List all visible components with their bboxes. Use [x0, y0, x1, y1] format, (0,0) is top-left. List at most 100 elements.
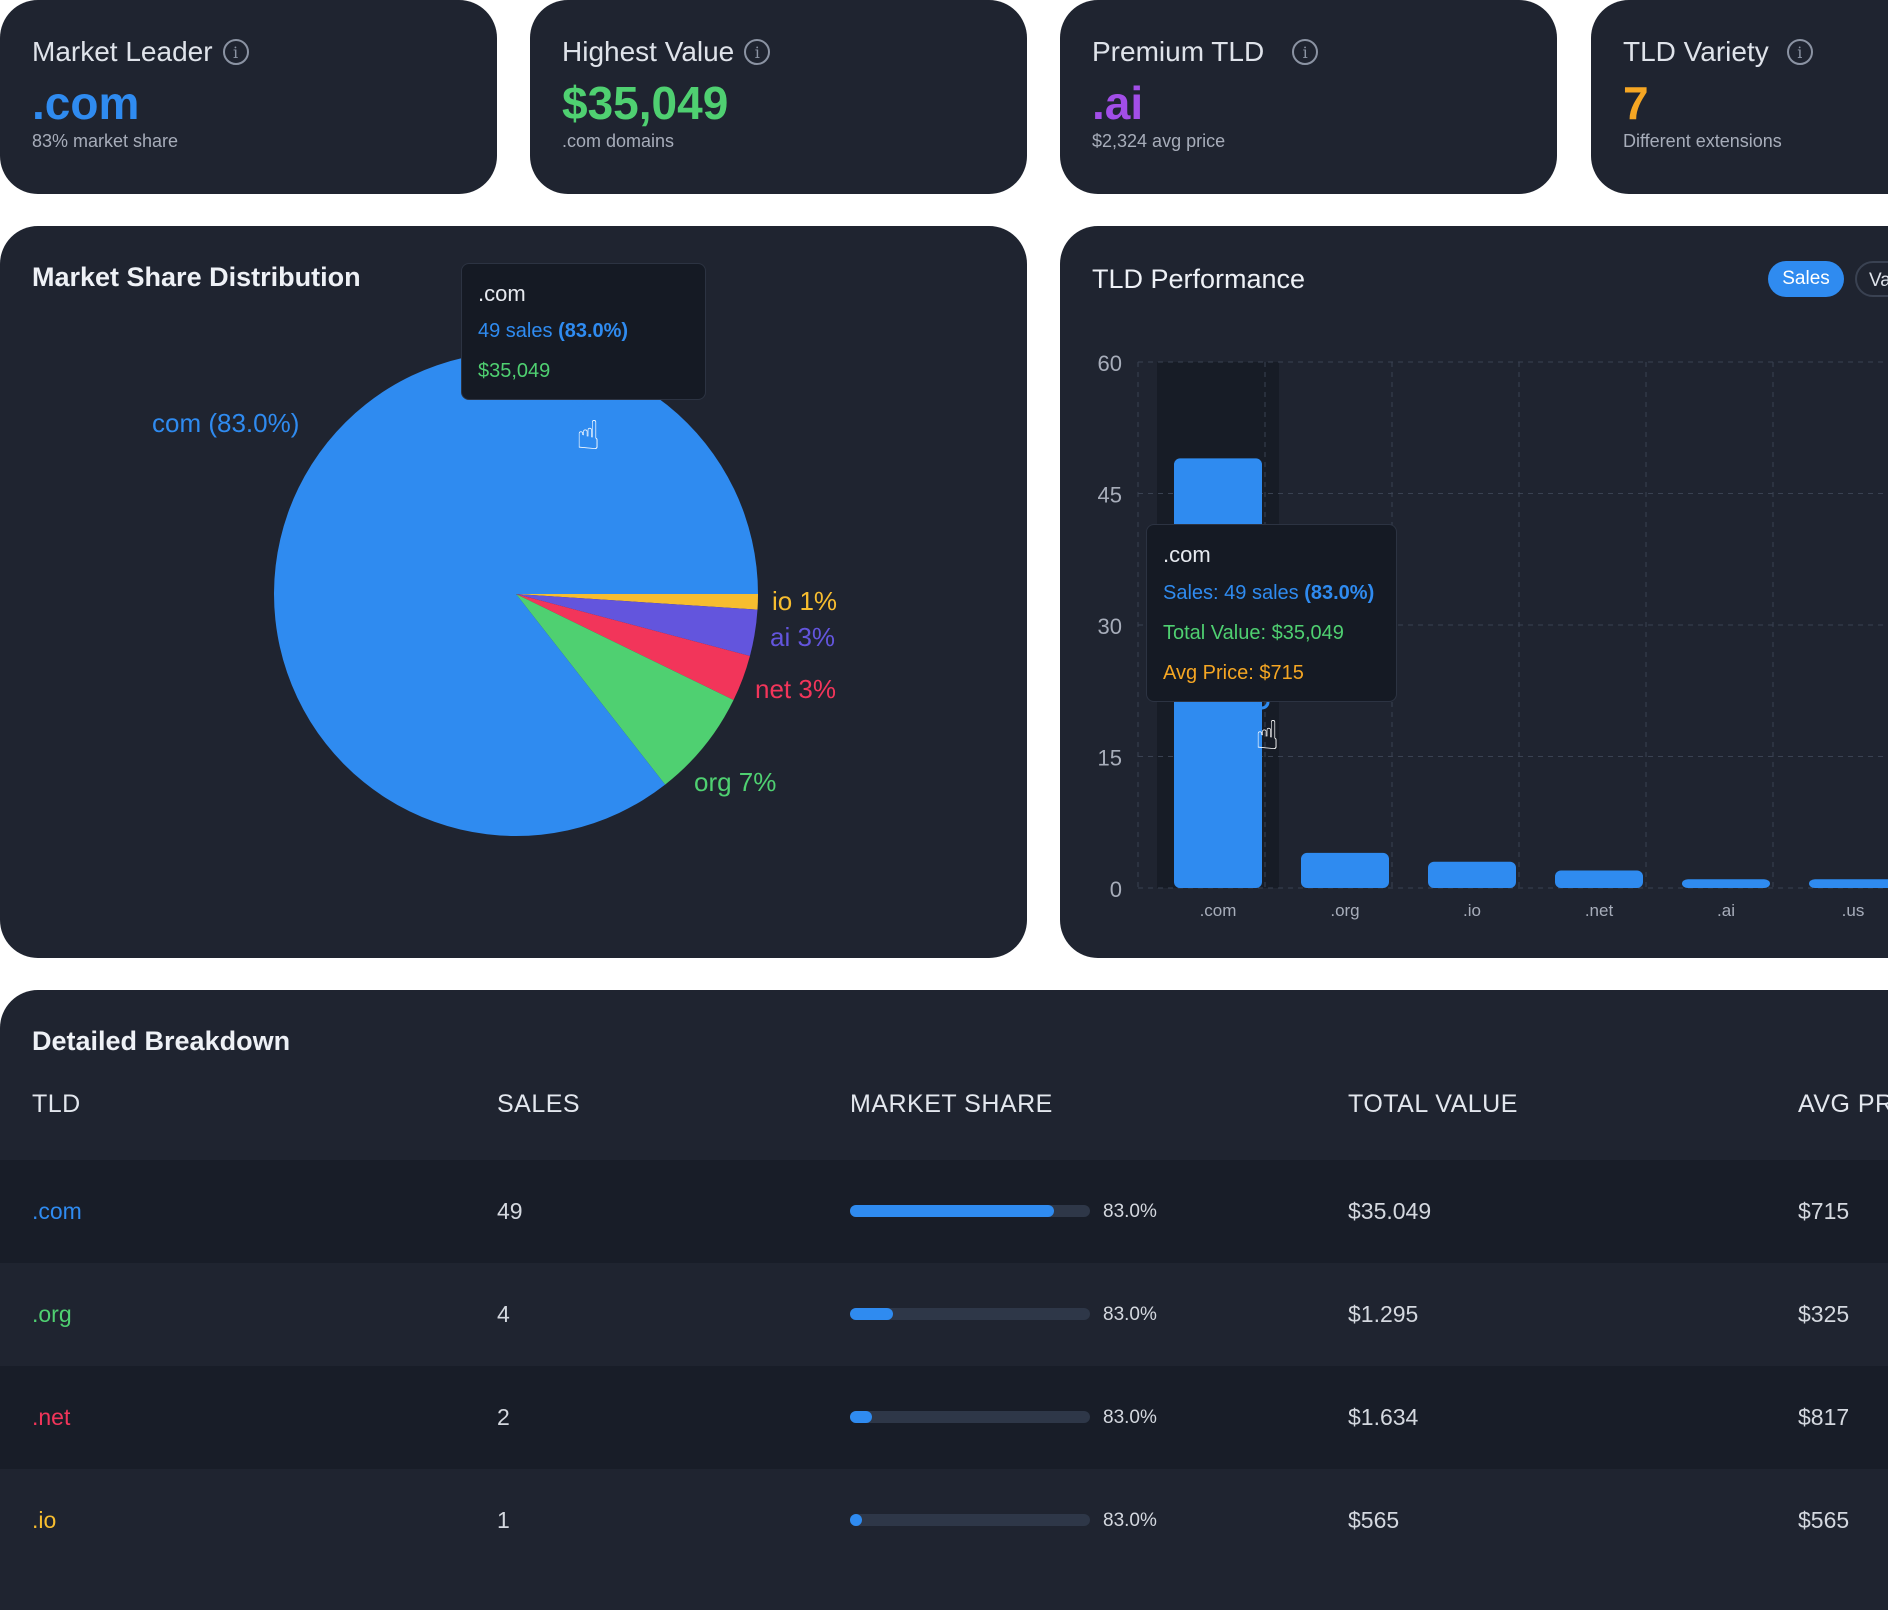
y-tick-label: 15: [1098, 746, 1122, 771]
cell-share: 83.0%: [1103, 1304, 1157, 1325]
bar-ai: [1682, 879, 1770, 888]
pie-label-ai: ai 3%: [770, 622, 835, 652]
stat-title: Market Leader i: [32, 36, 249, 68]
panel-title: Market Share Distribution: [32, 262, 361, 292]
x-tick-label: .ai: [1717, 901, 1735, 920]
table-row[interactable]: .io 1 83.0% $565 $565: [0, 1469, 1888, 1572]
stat-title: Highest Value i: [562, 36, 771, 68]
tld-performance-panel: TLD Performance Sales Va 0 15 30 45 60 .com .o…: [1060, 226, 1888, 958]
y-tick-label: 45: [1098, 483, 1122, 508]
header-avg-price[interactable]: AVG PR: [1798, 1090, 1888, 1118]
toggle-sales-button[interactable]: Sales: [1768, 261, 1844, 297]
tooltip-total: Total Value: $35,049: [1163, 622, 1344, 644]
stat-value: $35,049: [562, 77, 729, 129]
cell-total: $1.634: [1348, 1404, 1419, 1430]
cell-tld[interactable]: .org: [32, 1301, 72, 1327]
share-bar: [850, 1411, 1090, 1423]
stat-subtitle: $2,324 avg price: [1092, 131, 1226, 151]
table-row[interactable]: .org 4 83.0% $1.295 $325: [0, 1263, 1888, 1366]
share-bar: [850, 1205, 1090, 1217]
breakdown-title: Detailed Breakdown: [32, 1026, 291, 1056]
stat-card-tld-variety: TLD Variety i 7 Different extensions: [1591, 0, 1888, 194]
info-icon[interactable]: i: [1786, 39, 1813, 65]
pie-chart[interactable]: com (83.0%) org 7% net 3% ai 3% io 1%: [0, 226, 1027, 958]
panel-title: TLD Performance: [1092, 264, 1306, 294]
info-icon[interactable]: i: [1292, 39, 1319, 65]
header-tld[interactable]: TLD: [32, 1090, 81, 1118]
stat-value: .com: [32, 77, 140, 129]
y-tick-label: 30: [1098, 614, 1122, 639]
share-bar-fill: [850, 1205, 1054, 1217]
pie-label-net: net 3%: [755, 674, 836, 704]
pie-slice-io: [516, 594, 758, 610]
tooltip-sales: Sales: 49 sales (83.0%): [1163, 582, 1375, 604]
pie-slice-ai: [516, 594, 758, 657]
y-tick-label: 0: [1110, 877, 1122, 902]
stat-card-premium-tld: Premium TLD i .ai $2,324 avg price: [1060, 0, 1557, 194]
cell-tld[interactable]: .net: [32, 1404, 71, 1430]
stat-value: .ai: [1092, 77, 1144, 129]
x-tick-label: .net: [1585, 901, 1614, 920]
tooltip-value: $35,049: [478, 360, 551, 382]
pie-slice-org: [516, 594, 734, 785]
toggle-value-button[interactable]: Va: [1855, 261, 1888, 297]
cell-sales: 2: [497, 1404, 510, 1430]
share-bar: [850, 1514, 1090, 1526]
stat-value: 7: [1623, 77, 1649, 129]
cell-sales: 1: [497, 1507, 510, 1533]
bar-net: [1555, 870, 1643, 888]
cell-share: 83.0%: [1103, 1510, 1157, 1531]
tooltip-avg: Avg Price: $715: [1163, 662, 1304, 684]
x-tick-label: .org: [1330, 901, 1359, 920]
share-bar: [850, 1308, 1090, 1320]
cell-avg: $325: [1798, 1301, 1850, 1327]
cell-total: $1.295: [1348, 1301, 1419, 1327]
share-bar-fill: [850, 1308, 894, 1320]
pie-label-org: org 7%: [694, 767, 776, 797]
share-bar-fill: [850, 1514, 862, 1526]
table-row[interactable]: .com 49 83.0% $35.049 $715: [0, 1160, 1888, 1263]
pie-slice-net: [516, 594, 750, 701]
market-share-panel: Market Share Distribution com (83.0%) org…: [0, 226, 1027, 958]
table-row[interactable]: .net 2 83.0% $1.634 $817: [0, 1366, 1888, 1469]
tooltip-sales: 49 sales (83.0%): [478, 320, 629, 342]
tooltip-name: .com: [478, 281, 526, 306]
stat-title: TLD Variety i: [1623, 36, 1813, 68]
pie-slice-com: [273, 351, 758, 836]
x-tick-label: .com: [1200, 901, 1237, 920]
stat-card-highest-value: Highest Value i $35,049 .com domains: [530, 0, 1027, 194]
bar-org: [1301, 852, 1389, 888]
cell-share: 83.0%: [1103, 1407, 1157, 1428]
y-tick-label: 60: [1098, 351, 1122, 376]
cell-share: 83.0%: [1103, 1201, 1157, 1222]
stat-subtitle: Different extensions: [1623, 131, 1782, 151]
header-total-value[interactable]: TOTAL VALUE: [1348, 1090, 1518, 1118]
bar-io: [1428, 861, 1516, 888]
hand-pointer-icon: ☝: [1255, 714, 1280, 758]
cell-tld[interactable]: .com: [32, 1198, 82, 1224]
header-sales[interactable]: SALES: [497, 1090, 581, 1118]
cell-total: $565: [1348, 1507, 1400, 1533]
cell-avg: $817: [1798, 1404, 1850, 1430]
cell-total: $35.049: [1348, 1198, 1432, 1224]
stat-card-market-leader: Market Leader i .com 83% market share: [0, 0, 497, 194]
cell-avg: $565: [1798, 1507, 1850, 1533]
x-tick-label: .us: [1842, 901, 1865, 920]
bar-tooltip: .com Sales: 49 sales (83.0%) Total Value…: [1146, 524, 1397, 702]
cell-sales: 4: [497, 1301, 510, 1327]
pie-tooltip: .com 49 sales (83.0%) $35,049: [461, 263, 706, 400]
cell-sales: 49: [497, 1198, 523, 1224]
hand-pointer-icon: ☝: [576, 414, 601, 458]
tooltip-name: .com: [1163, 542, 1211, 567]
stat-subtitle: 83% market share: [32, 131, 179, 151]
header-market-share[interactable]: MARKET SHARE: [850, 1090, 1053, 1118]
stat-title: Premium TLD i: [1092, 36, 1319, 68]
pie-label-com: com (83.0%): [152, 408, 299, 438]
info-icon[interactable]: i: [222, 39, 249, 65]
x-tick-label: .io: [1463, 901, 1481, 920]
stat-subtitle: .com domains: [562, 131, 675, 151]
cell-tld[interactable]: .io: [32, 1507, 57, 1533]
cell-avg: $715: [1798, 1198, 1850, 1224]
pie-label-io: io 1%: [772, 586, 837, 616]
info-icon[interactable]: i: [744, 39, 771, 65]
